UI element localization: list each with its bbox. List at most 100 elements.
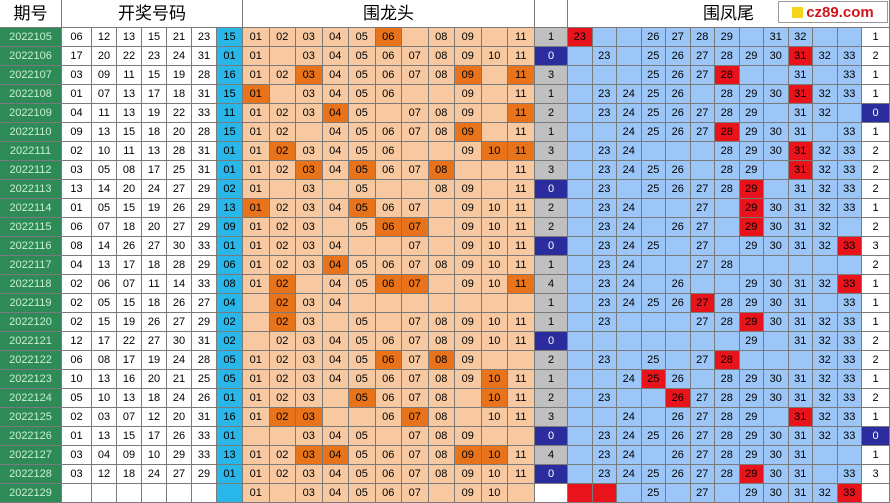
phoenix-cell: 32 — [813, 370, 838, 389]
period-cell: 2022118 — [0, 275, 62, 294]
dragon-cell: 03 — [296, 427, 323, 446]
blue-ball-cell: 01 — [217, 427, 243, 446]
dragon-cell: 10 — [481, 484, 508, 503]
period-cell: 2022128 — [0, 465, 62, 484]
dragon-cell: 04 — [322, 66, 349, 85]
dragon-cell: 01 — [243, 256, 270, 275]
dragon-cell: 04 — [322, 351, 349, 370]
phoenix-cell: 32 — [788, 28, 813, 47]
period-cell: 2022124 — [0, 389, 62, 408]
dragon-cell: 01 — [243, 275, 270, 294]
period-cell: 2022113 — [0, 180, 62, 199]
dragon-count-cell: 2 — [535, 218, 568, 237]
draw-number-cell: 31 — [192, 332, 217, 351]
draw-number-cell: 28 — [167, 256, 192, 275]
phoenix-cell — [617, 313, 642, 332]
draw-number-cell: 06 — [92, 275, 117, 294]
draw-number-cell: 25 — [167, 161, 192, 180]
phoenix-cell — [837, 218, 862, 237]
dragon-cell — [481, 180, 508, 199]
phoenix-cell: 27 — [690, 313, 715, 332]
phoenix-count-cell: 1 — [862, 275, 890, 294]
dragon-cell: 06 — [375, 446, 402, 465]
dragon-cell: 02 — [269, 370, 296, 389]
phoenix-cell — [739, 66, 764, 85]
dragon-cell — [269, 180, 296, 199]
phoenix-hit-cell: 33 — [837, 237, 862, 256]
draw-number-cell: 13 — [92, 370, 117, 389]
phoenix-cell: 25 — [641, 294, 666, 313]
dragon-cell — [402, 85, 429, 104]
dragon-cell — [269, 85, 296, 104]
draw-number-cell: 19 — [142, 104, 167, 123]
phoenix-cell — [764, 66, 789, 85]
draw-number-cell — [192, 484, 217, 503]
dragon-hit-cell: 10 — [481, 142, 508, 161]
phoenix-hit-cell: 31 — [788, 408, 813, 427]
phoenix-cell — [813, 465, 838, 484]
draw-number-cell: 33 — [192, 104, 217, 123]
draw-number-cell: 02 — [62, 294, 92, 313]
dragon-hit-cell: 07 — [402, 408, 429, 427]
dragon-cell: 01 — [243, 142, 270, 161]
phoenix-cell: 24 — [617, 370, 642, 389]
dragon-cell: 06 — [375, 370, 402, 389]
phoenix-count-cell: 2 — [862, 332, 890, 351]
dragon-count-cell: 3 — [535, 408, 568, 427]
dragon-hit-cell: 11 — [508, 104, 535, 123]
dragon-cell: 11 — [508, 218, 535, 237]
phoenix-cell — [568, 199, 593, 218]
dragon-cell — [428, 218, 455, 237]
blue-ball-cell: 15 — [217, 85, 243, 104]
phoenix-cell: 25 — [641, 465, 666, 484]
dragon-count-cell: 0 — [535, 465, 568, 484]
dragon-cell: 11 — [508, 180, 535, 199]
phoenix-cell: 32 — [813, 85, 838, 104]
dragon-cell — [481, 161, 508, 180]
dragon-cell: 06 — [375, 66, 402, 85]
draw-number-cell: 29 — [192, 256, 217, 275]
phoenix-cell: 32 — [813, 332, 838, 351]
dragon-cell — [428, 484, 455, 503]
phoenix-cell — [592, 408, 617, 427]
phoenix-cell: 28 — [715, 85, 740, 104]
phoenix-cell: 33 — [837, 161, 862, 180]
draw-number-cell: 31 — [192, 85, 217, 104]
draw-number-cell: 19 — [142, 351, 167, 370]
blue-ball-cell: 01 — [217, 47, 243, 66]
phoenix-count-cell: 2 — [862, 256, 890, 275]
dragon-cell: 11 — [508, 85, 535, 104]
phoenix-cell: 28 — [715, 161, 740, 180]
blue-ball-cell: 08 — [217, 275, 243, 294]
phoenix-cell: 29 — [739, 47, 764, 66]
phoenix-cell: 31 — [788, 313, 813, 332]
dragon-cell: 07 — [402, 66, 429, 85]
phoenix-cell — [764, 104, 789, 123]
phoenix-cell — [568, 370, 593, 389]
phoenix-count-cell: 1 — [862, 66, 890, 85]
dragon-cell: 09 — [455, 237, 482, 256]
phoenix-cell — [568, 104, 593, 123]
phoenix-cell: 33 — [837, 142, 862, 161]
dragon-cell: 06 — [375, 332, 402, 351]
dragon-cell: 07 — [402, 332, 429, 351]
phoenix-cell: 25 — [641, 47, 666, 66]
blue-ball-cell: 01 — [217, 389, 243, 408]
site-logo[interactable]: cz89.com — [778, 1, 888, 23]
dragon-cell: 11 — [508, 446, 535, 465]
draw-number-cell: 31 — [192, 142, 217, 161]
phoenix-cell — [592, 370, 617, 389]
dragon-cell: 11 — [508, 408, 535, 427]
phoenix-cell: 32 — [813, 313, 838, 332]
dragon-hit-cell: 03 — [296, 66, 323, 85]
dragon-cell: 05 — [349, 85, 376, 104]
phoenix-cell: 29 — [739, 237, 764, 256]
draw-number-cell: 27 — [167, 465, 192, 484]
phoenix-cell: 29 — [739, 85, 764, 104]
phoenix-cell: 32 — [813, 47, 838, 66]
dragon-cell: 02 — [269, 104, 296, 123]
phoenix-cell: 25 — [641, 123, 666, 142]
dragon-cell: 07 — [402, 484, 429, 503]
phoenix-cell: 33 — [837, 408, 862, 427]
draw-number-cell: 09 — [92, 66, 117, 85]
